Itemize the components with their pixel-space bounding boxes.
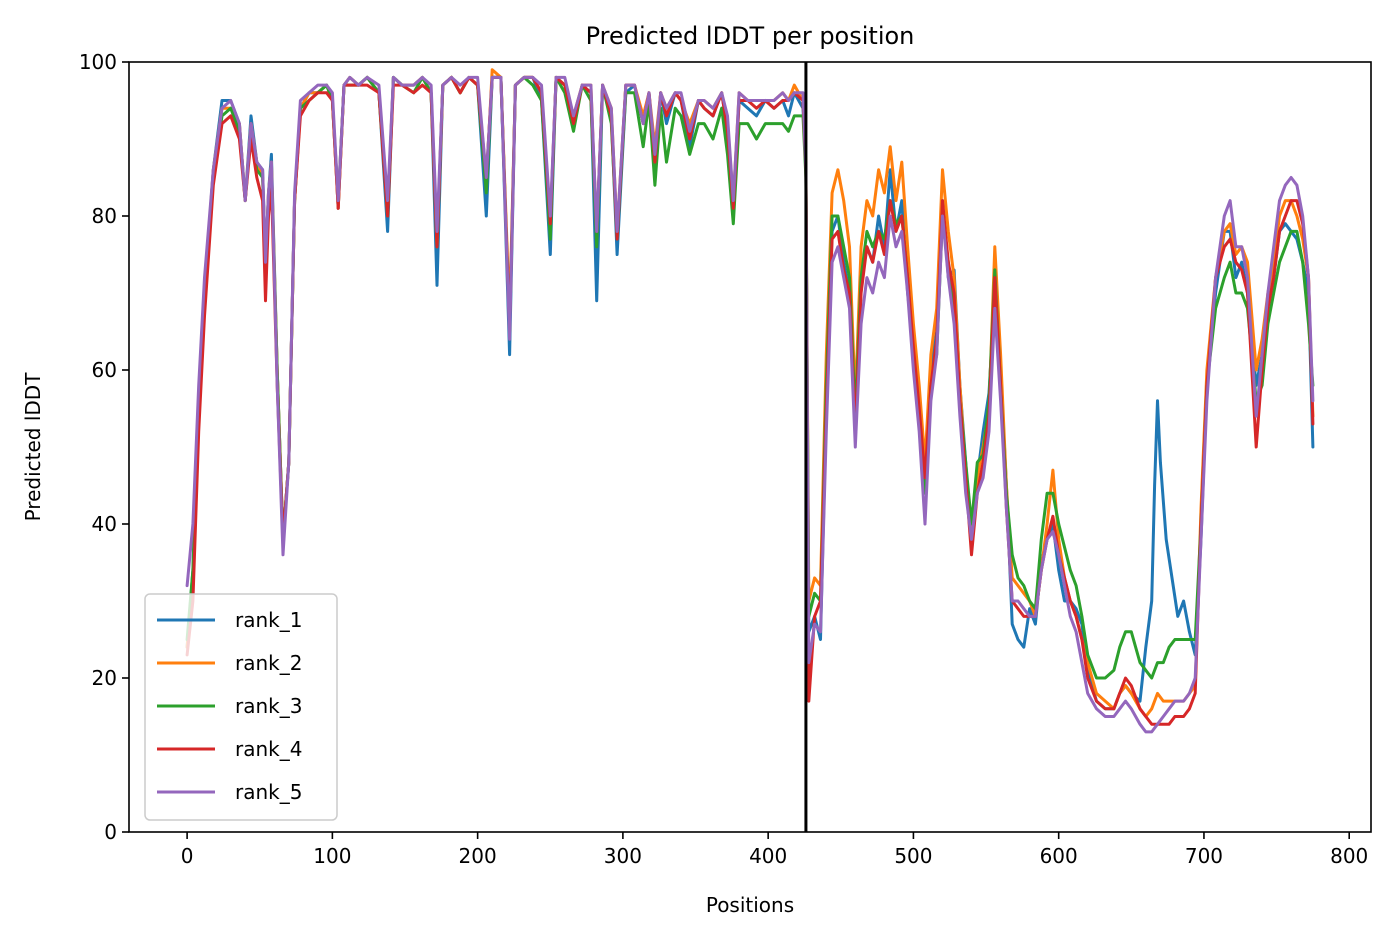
plot-frame: [128, 61, 1372, 833]
x-tick-label: 400: [749, 844, 787, 868]
legend-label: rank_1: [235, 608, 302, 632]
y-tick-label: 40: [92, 512, 117, 536]
y-tick-label: 100: [79, 50, 117, 74]
legend-label: rank_3: [235, 694, 302, 718]
x-tick-label: 700: [1185, 844, 1223, 868]
chart-title: Predicted lDDT per position: [586, 22, 915, 50]
series-line-rank_4: [185, 75, 1315, 726]
x-tick-label: 200: [459, 844, 497, 868]
legend-label: rank_4: [235, 737, 302, 761]
x-tick-label: 300: [604, 844, 642, 868]
series-line-rank_5: [185, 75, 1315, 734]
y-tick-label: 80: [92, 204, 117, 228]
legend-label: rank_2: [235, 651, 302, 675]
x-axis-label: Positions: [706, 893, 794, 917]
legend: rank_1 rank_2 rank_3 rank_4 rank_5: [144, 593, 338, 821]
series-line-rank_1: [185, 75, 1315, 711]
x-tick-label: 600: [1040, 844, 1078, 868]
x-tick-label: 0: [181, 844, 194, 868]
plot-area: [185, 62, 1315, 832]
y-tick-label: 20: [92, 666, 117, 690]
series-line-rank_2: [185, 68, 1315, 718]
y-axis-label: Predicted lDDT: [21, 372, 45, 522]
axes: 0 100 200 300 400 500 600 700 800 0 20 40 60 80 100: [79, 50, 1372, 868]
series-line-rank_3: [185, 75, 1315, 680]
x-tick-label: 500: [894, 844, 932, 868]
y-tick-label: 60: [92, 358, 117, 382]
legend-box: [144, 593, 338, 821]
x-tick-label: 800: [1330, 844, 1368, 868]
y-tick-label: 0: [104, 820, 117, 844]
legend-label: rank_5: [235, 780, 302, 804]
x-tick-label: 100: [313, 844, 351, 868]
